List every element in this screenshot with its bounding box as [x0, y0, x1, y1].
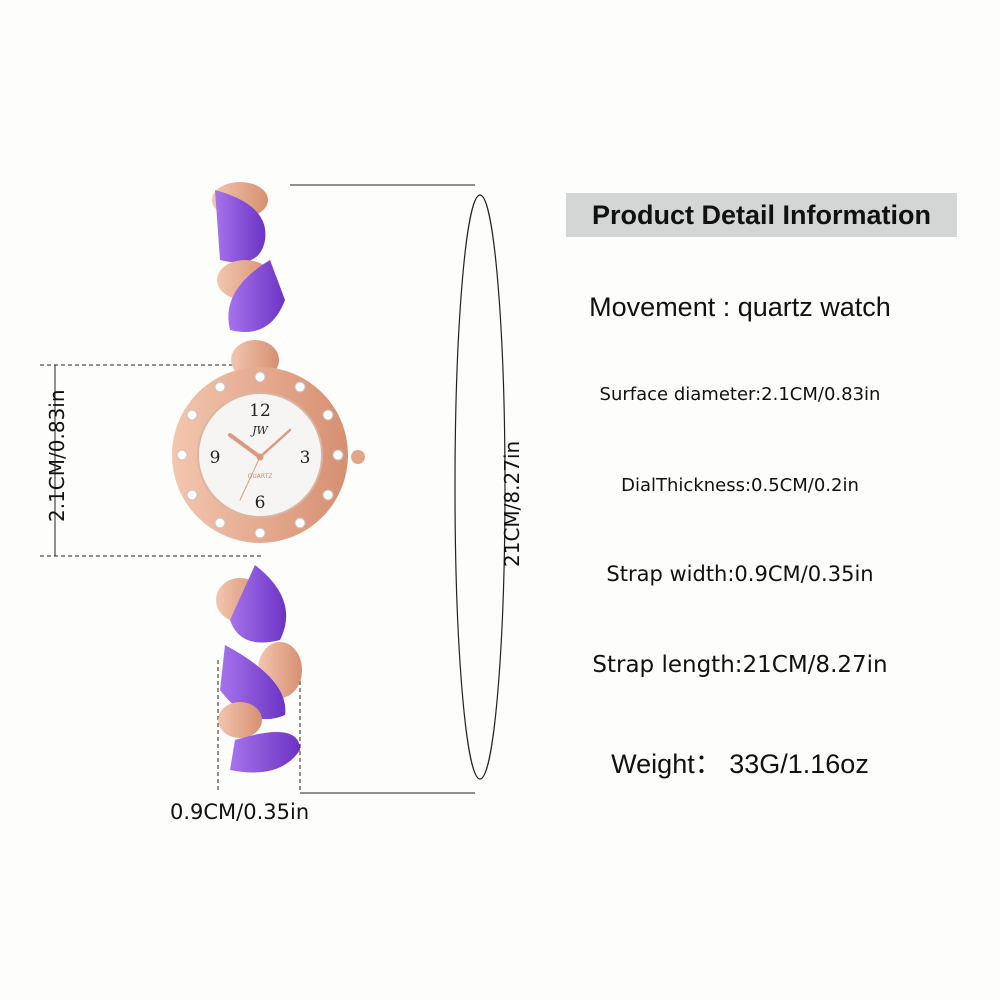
lower-strap — [216, 565, 302, 773]
watch-image: 12 3 6 9 JW QUARTZ — [172, 182, 365, 773]
spec-strap-length: Strap length:21CM/8.27in — [592, 652, 888, 678]
crown — [351, 450, 365, 464]
upper-strap — [212, 182, 285, 380]
watch-hands — [228, 428, 292, 501]
numeral-9: 9 — [210, 448, 221, 468]
numeral-6: 6 — [255, 493, 266, 513]
spec-strap-width: Strap width:0.9CM/0.35in — [606, 562, 874, 586]
dial-quartz-text: QUARTZ — [248, 473, 273, 480]
strap-length-label: 21CM/8.27in — [500, 440, 524, 567]
brand-logo: JW — [250, 424, 269, 437]
strap-width-label: 0.9CM/0.35in — [170, 800, 310, 824]
dial-diameter-label: 2.1CM/0.83in — [45, 389, 69, 522]
spec-dial-thickness: DialThickness:0.5CM/0.2in — [621, 475, 859, 496]
product-detail-heading: Product Detail Information — [566, 193, 957, 237]
numeral-12: 12 — [249, 401, 271, 421]
spec-weight: Weight： 33G/1.16oz — [611, 749, 869, 779]
spec-movement: Movement : quartz watch — [589, 292, 891, 322]
numeral-3: 3 — [300, 448, 311, 468]
spec-surface-diameter: Surface diameter:2.1CM/0.83in — [599, 384, 881, 405]
